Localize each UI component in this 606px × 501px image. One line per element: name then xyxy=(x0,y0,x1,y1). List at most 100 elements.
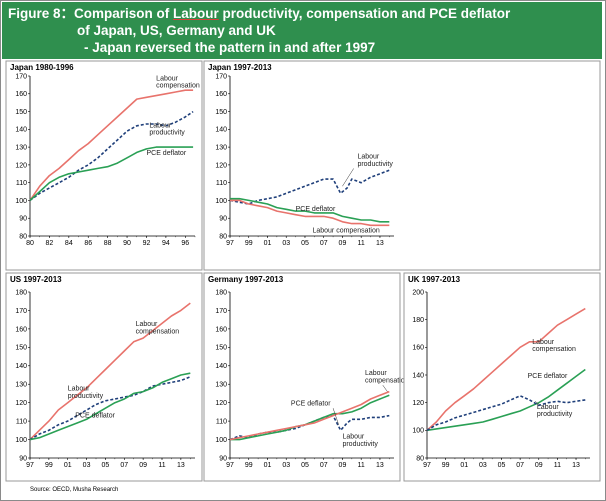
banner-line-2: of Japan, US, Germany and UK xyxy=(77,23,276,38)
chart-uk-1997-2013: UK 1997-2013 80 100 120 140 160 180 200 97 99 01 03… xyxy=(403,272,601,482)
banner-line-3: - Japan reversed the pattern in and afte… xyxy=(84,40,376,55)
chart-us-1997-2013: US 1997-2013 90 100 110 120 130 140 150 160 170 18… xyxy=(5,272,203,482)
x-tick-label: 05 xyxy=(301,240,309,247)
y-tick-label: 80 xyxy=(19,233,27,240)
series-line-compensation xyxy=(426,307,586,431)
x-tick-label: 11 xyxy=(158,462,165,469)
series-annotation: Labour xyxy=(156,75,178,82)
y-tick-label: 140 xyxy=(15,363,27,370)
series-annotation: Labour xyxy=(357,154,379,161)
annotation-leader xyxy=(382,384,388,392)
y-tick-label: 110 xyxy=(16,419,27,426)
figure-banner: Figure 8：Comparison of Labour productivi… xyxy=(2,2,602,59)
banner-prefix: Figure 8：Comparison of xyxy=(8,6,174,21)
y-tick-label: 170 xyxy=(15,73,27,80)
y-tick-label: 150 xyxy=(15,109,27,116)
x-tick-label: 86 xyxy=(84,240,92,247)
y-tick-label: 100 xyxy=(15,437,27,444)
y-tick-label: 120 xyxy=(412,400,424,407)
x-tick-label: 07 xyxy=(320,462,328,469)
x-tick-label: 05 xyxy=(301,462,309,469)
series-annotation: Labour xyxy=(537,404,559,411)
series-line-pce xyxy=(230,197,390,223)
y-tick-label: 180 xyxy=(412,317,424,324)
annotation-leader xyxy=(332,408,339,425)
x-tick-label: 03 xyxy=(83,462,91,469)
banner-line-1: Figure 8：Comparison of Labour productivi… xyxy=(8,5,602,22)
series-annotation: Labour xyxy=(365,370,387,377)
chart-panel-border xyxy=(203,60,601,271)
y-tick-label: 160 xyxy=(15,326,27,333)
banner-underlined-word: Labour xyxy=(173,6,219,21)
series-annotation: PCE deflator xyxy=(146,150,186,157)
chart-title: UK 1997-2013 xyxy=(408,275,461,284)
series-annotation: compensation xyxy=(156,83,200,90)
series-line-compensation xyxy=(29,302,191,441)
x-tick-label: 05 xyxy=(102,462,110,469)
chart-panel-border xyxy=(5,272,203,482)
annotation-leader xyxy=(342,168,354,187)
series-annotation: compensation xyxy=(532,346,576,353)
y-tick-label: 80 xyxy=(219,233,227,240)
y-tick-label: 150 xyxy=(215,345,227,352)
series-line-productivity xyxy=(426,395,586,431)
x-tick-label: 05 xyxy=(498,462,506,469)
series-line-pce xyxy=(29,146,194,201)
x-tick-label: 99 xyxy=(442,462,450,469)
series-annotation: productivity xyxy=(149,130,185,137)
y-tick-label: 120 xyxy=(215,400,227,407)
series-annotation: productivity xyxy=(537,411,573,418)
y-tick-label: 80 xyxy=(416,455,424,462)
series-annotation: Labour xyxy=(342,434,364,441)
x-tick-label: 09 xyxy=(339,462,347,469)
x-tick-label: 03 xyxy=(282,462,290,469)
x-tick-label: 01 xyxy=(64,462,72,469)
series-annotation: PCE deflator xyxy=(528,373,568,380)
x-tick-label: 09 xyxy=(339,240,347,247)
y-tick-label: 100 xyxy=(215,198,227,205)
y-tick-label: 120 xyxy=(15,162,27,169)
x-tick-label: 11 xyxy=(358,462,365,469)
chart-japan-1997-2013: Japan 1997-2013 80 90 100 110 120 130 140 150 160… xyxy=(203,60,601,271)
y-tick-label: 150 xyxy=(15,345,27,352)
chart-germany-1997-2013: Germany 1997-2013 90 100 110 120 130 140 150 160… xyxy=(203,272,409,482)
x-tick-label: 01 xyxy=(264,240,272,247)
x-tick-label: 97 xyxy=(226,240,234,247)
x-tick-label: 13 xyxy=(376,240,384,247)
x-tick-label: 80 xyxy=(26,240,34,247)
x-tick-label: 11 xyxy=(358,240,365,247)
y-tick-label: 100 xyxy=(215,437,227,444)
x-tick-label: 96 xyxy=(181,240,189,247)
annotation-leader xyxy=(534,401,541,406)
series-line-productivity xyxy=(229,169,390,205)
y-tick-label: 140 xyxy=(412,372,424,379)
x-tick-label: 09 xyxy=(139,462,147,469)
x-tick-label: 11 xyxy=(554,462,561,469)
x-tick-label: 01 xyxy=(264,462,272,469)
y-tick-label: 130 xyxy=(215,145,227,152)
y-tick-label: 180 xyxy=(215,289,227,296)
x-tick-label: 84 xyxy=(65,240,73,247)
x-tick-label: 99 xyxy=(45,462,53,469)
series-line-productivity xyxy=(29,110,194,202)
x-tick-label: 13 xyxy=(376,462,384,469)
series-annotation: Labour xyxy=(532,339,554,346)
x-tick-label: 82 xyxy=(46,240,54,247)
x-tick-label: 88 xyxy=(104,240,112,247)
x-tick-label: 99 xyxy=(245,462,253,469)
y-tick-label: 130 xyxy=(15,145,27,152)
y-tick-label: 160 xyxy=(15,91,27,98)
y-tick-label: 170 xyxy=(15,308,27,315)
chart-title: Japan 1980-1996 xyxy=(10,63,74,72)
chart-japan-1980-1996: Japan 1980-1996 80 90 100 110 120 130 140 150 160… xyxy=(5,60,203,271)
y-tick-label: 120 xyxy=(15,400,27,407)
y-tick-label: 130 xyxy=(215,382,227,389)
x-tick-label: 07 xyxy=(516,462,524,469)
chart-title: US 1997-2013 xyxy=(10,275,62,284)
series-line-pce xyxy=(230,394,390,441)
series-line-productivity xyxy=(29,376,191,441)
chart-title: Germany 1997-2013 xyxy=(208,275,284,284)
series-annotation: PCE deflator xyxy=(296,206,336,213)
series-line-compensation xyxy=(230,199,390,227)
x-tick-label: 97 xyxy=(423,462,431,469)
